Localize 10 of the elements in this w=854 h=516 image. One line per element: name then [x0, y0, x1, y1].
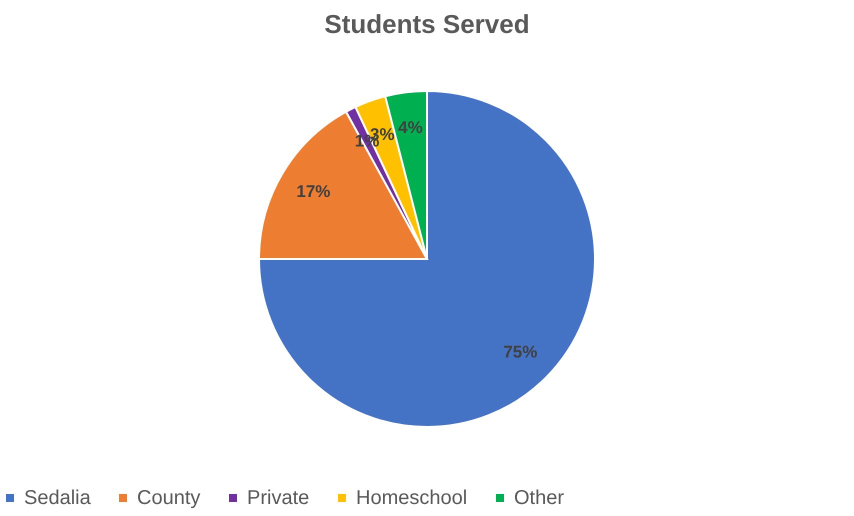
pie-slice	[258, 90, 596, 428]
legend-label: County	[137, 487, 200, 509]
data-label: 75%	[503, 342, 538, 362]
legend-label: Homeschool	[356, 487, 468, 509]
legend-label: Private	[247, 487, 310, 509]
legend-label: Other	[514, 487, 564, 509]
legend-label: Sedalia	[24, 487, 92, 509]
chart-title: Students Served	[324, 9, 530, 39]
data-label: 17%	[296, 182, 330, 201]
data-label: 4%	[398, 118, 423, 138]
